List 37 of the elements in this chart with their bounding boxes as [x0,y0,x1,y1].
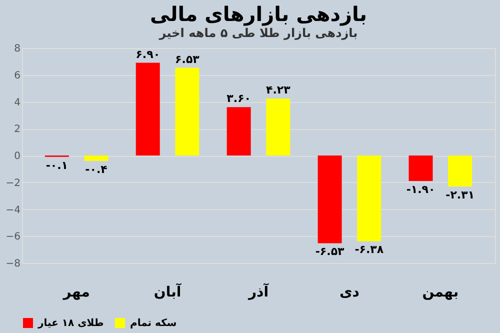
bar [266,98,290,156]
legend-label: طلای ۱۸ عیار [37,318,104,329]
data-label: -۰.۱ [46,158,68,172]
bar [408,156,433,182]
data-label: -۰.۴ [85,162,108,176]
y-tick-label: −4 [6,204,20,216]
chart-title: بازدهی بازارهای مالی [150,2,368,26]
bar [448,156,472,187]
bar [318,156,342,244]
x-tick-label: مهر [62,284,90,300]
data-label: -۱.۹۰ [406,183,436,196]
bar [175,68,200,156]
bar [136,62,160,156]
y-tick-label: 4 [14,97,20,108]
bar [357,156,382,242]
data-label: -۶.۵۳ [315,245,345,258]
y-tick-label: −2 [6,178,20,189]
chart-subtitle: بازدهی بازار طلا طی ۵ ماهه اخیر [158,26,358,40]
y-tick-label: −8 [6,258,20,270]
y-tick-label: 6 [14,70,20,82]
x-tick-label: آذر [247,282,270,300]
data-label: ۴.۲۳ [266,84,291,97]
legend-label: سکه تمام [130,318,177,329]
y-tick-label: 2 [14,124,20,136]
y-tick-label: 8 [14,44,20,54]
x-tick-label: آبان [154,282,182,300]
data-label: -۲.۳۱ [446,188,475,202]
data-label: ۶.۵۳ [175,52,200,66]
y-tick-label: −6 [6,232,20,243]
data-label: -۶.۳۸ [354,243,384,256]
bar [84,156,108,161]
x-tick-label: دی [339,284,360,300]
data-label: ۳.۶۰ [226,92,251,106]
data-label: ۶.۹۰ [136,48,160,61]
x-tick-label: بهمن [422,284,459,300]
y-tick-label: 0 [14,151,20,162]
bar [226,107,251,156]
